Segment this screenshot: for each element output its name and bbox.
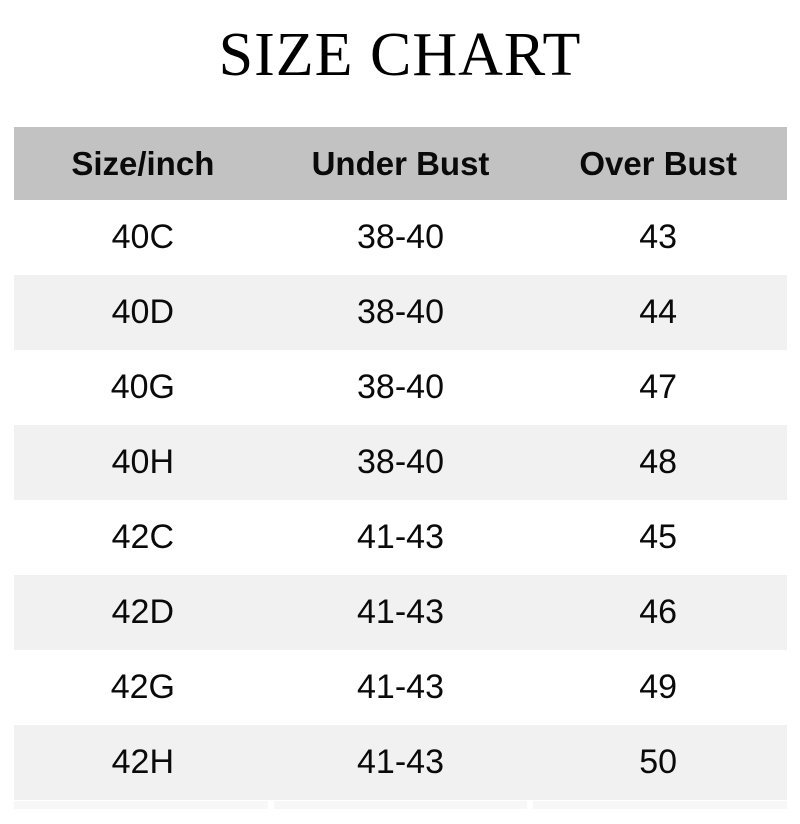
size-cell: 40G	[110, 368, 175, 406]
table-row: 42D 41-43 46	[14, 575, 787, 650]
table-row: 42H 41-43 50	[14, 725, 787, 800]
table-body: 40C 38-40 43 40D 38-40 44 40G 38-40 47 40H 38-40 48…	[14, 200, 787, 800]
size-cell: 40C	[111, 218, 175, 256]
over-bust-cell: 45	[639, 518, 678, 556]
under-bust-cell: 41-43	[357, 518, 444, 556]
size-cell: 40D	[111, 293, 175, 331]
under-bust-cell: 38-40	[357, 293, 444, 331]
size-chart-page: SIZE CHART Size/inch Under Bust Over Bus…	[0, 21, 800, 809]
table-row: 40H 38-40 48	[14, 425, 787, 500]
over-bust-cell: 43	[639, 218, 678, 256]
partial-row-cell	[14, 801, 268, 809]
column-header-size-inch: Size/inch	[71, 144, 215, 182]
under-bust-cell: 38-40	[357, 443, 444, 481]
size-cell: 42G	[110, 668, 175, 706]
under-bust-cell: 41-43	[357, 668, 444, 706]
column-header-over-bust: Over Bust	[579, 144, 738, 182]
size-cell: 42C	[111, 518, 175, 556]
over-bust-cell: 44	[639, 293, 678, 331]
page-title: SIZE CHART	[218, 21, 582, 89]
over-bust-cell: 50	[639, 743, 678, 781]
over-bust-cell: 48	[639, 443, 678, 481]
table-row: 42C 41-43 45	[14, 500, 787, 575]
size-cell: 40H	[111, 443, 175, 481]
column-header-under-bust: Under Bust	[311, 144, 490, 182]
over-bust-cell: 47	[639, 368, 678, 406]
size-cell: 42H	[111, 743, 175, 781]
size-cell: 42D	[111, 593, 175, 631]
under-bust-cell: 38-40	[357, 218, 444, 256]
partial-row-cell	[533, 801, 788, 809]
over-bust-cell: 49	[639, 668, 678, 706]
partial-cutoff-row	[14, 801, 788, 809]
under-bust-cell: 38-40	[357, 368, 444, 406]
table-header-row: Size/inch Under Bust Over Bust	[14, 127, 787, 200]
table-row: 40D 38-40 44	[14, 275, 787, 350]
table-row: 42G 41-43 49	[14, 650, 787, 725]
size-table: Size/inch Under Bust Over Bust 40C 38-40 4…	[14, 127, 788, 809]
under-bust-cell: 41-43	[357, 743, 444, 781]
under-bust-cell: 41-43	[357, 593, 444, 631]
table-row: 40G 38-40 47	[14, 350, 787, 425]
table-row: 40C 38-40 43	[14, 200, 787, 275]
partial-row-cell	[273, 801, 528, 809]
over-bust-cell: 46	[639, 593, 678, 631]
